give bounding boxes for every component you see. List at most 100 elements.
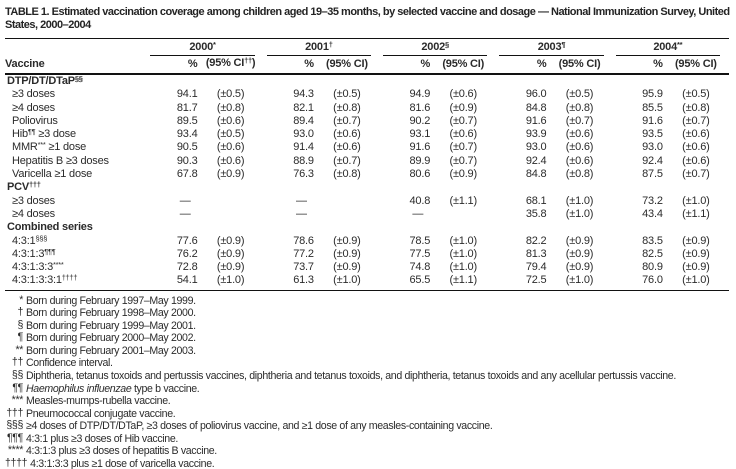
pct-value: 88.9 — [293, 154, 314, 167]
vaccine-label-text: Varicella ≥1 dose — [12, 168, 93, 181]
pct-value: 73.2 — [642, 194, 663, 207]
pct-value: 73.7 — [293, 261, 314, 274]
vaccine-label-text: Poliovirus — [12, 114, 58, 127]
footnote: *** Measles-mumps-rubella vaccine. — [5, 394, 731, 408]
pct-value: 90.5 — [176, 141, 198, 154]
pct-value: — — [296, 194, 307, 207]
pct-value: 65.5 — [380, 274, 430, 291]
ci-value: (±1.0) — [565, 194, 594, 207]
pct-value: 82.1 — [293, 101, 314, 114]
year-label: 2004 — [653, 41, 678, 53]
vaccine-label-text: ≥1 dose — [45, 141, 87, 154]
pct-value: 80.9 — [642, 261, 663, 274]
pct-value: 91.4 — [293, 141, 314, 154]
ci-value — [314, 195, 380, 208]
pct-column-header: % — [263, 56, 314, 75]
pct-value: — — [179, 207, 191, 220]
pct-value: 40.8 — [409, 194, 431, 207]
footnote-text: Diphtheria, tetanus toxoids and pertussi… — [26, 370, 731, 383]
pct-value: 90.3 — [176, 154, 198, 167]
pct-value: 91.6 — [409, 141, 431, 154]
pct-value: 93.9 — [525, 128, 547, 141]
ci-value: (±0.9) — [565, 247, 594, 260]
vaccine-label: ≥4 doses — [5, 102, 147, 115]
pct-value: 72.8 — [176, 261, 198, 274]
pct-value: 80.6 — [409, 168, 431, 181]
pct-value: 85.5 — [642, 101, 663, 114]
vaccine-label-text: 4:3:1:3 — [12, 247, 45, 260]
year-label: 2003 — [537, 41, 562, 53]
footnote-text: Born during February 1998–May 2000. — [26, 307, 731, 320]
ci-value: (±0.6) — [216, 154, 245, 167]
ci-value: (±0.7) — [682, 168, 710, 181]
pct-value: 94.3 — [293, 88, 314, 101]
year-label: 2000 — [189, 41, 214, 53]
footnote-marker: § — [17, 318, 23, 331]
footnote-marker: ††† — [29, 180, 41, 190]
table-row: ≥3 doses — — 40.8 (±1.1) 68.1 (±1.0) 73.2 (±1.0) — [5, 195, 729, 208]
ci-value: (±0.6) — [216, 141, 245, 154]
ci-value: (±0.7) — [449, 141, 477, 154]
pct-column-header: % — [380, 56, 430, 75]
footnote-text-part: 4:3:1:3:3 plus ≥1 dose of varicella vacc… — [30, 457, 215, 469]
footnote: ** Born during February 2001–May 2003. — [5, 343, 731, 358]
pct-value: 94.1 — [176, 88, 198, 101]
vaccine-label-text: Hepatitis B ≥3 doses — [12, 154, 109, 167]
vaccine-label: Combined series — [5, 221, 729, 234]
pct-value: 81.3 — [525, 247, 547, 260]
section-row: Combined series — [5, 221, 729, 234]
pct-value: 83.5 — [642, 234, 663, 247]
footnote-text: ≥4 doses of DTP/DT/DTaP, ≥3 doses of pol… — [26, 420, 731, 433]
year-header-2003: 2003¶ — [496, 38, 613, 56]
table-row: 4:3:1:3¶¶¶ 76.2 (±0.9) 77.2 (±0.9) 77.5 (±1.0)… — [5, 247, 729, 261]
vaccine-label: PCV††† — [5, 180, 729, 194]
year-footnote-marker: † — [328, 40, 333, 49]
footnote-text-part: Diphtheria, tetanus toxoids and pertussi… — [26, 370, 676, 383]
pct-column-header: % — [496, 56, 547, 75]
vaccine-label-text: ≥3 doses — [12, 88, 55, 101]
ci-value: (±0.5) — [565, 88, 594, 101]
ci-value: (±0.8) — [333, 101, 361, 114]
pct-value: 72.5 — [496, 274, 547, 291]
footnote-marker: *** — [11, 394, 24, 407]
vaccine-label: 4:3:1§§§ — [5, 233, 147, 248]
pct-value: 35.8 — [525, 207, 547, 220]
vaccine-label: Hib¶¶ ≥3 dose — [5, 127, 147, 141]
footnote-marker: † — [17, 306, 23, 319]
pct-value: — — [296, 207, 307, 220]
ci-value: (±0.6) — [682, 128, 710, 141]
table-row: ≥4 doses — — — 35.8 (±1.0) 43.4 (±1.1) — [5, 208, 729, 221]
footnote-marker: §§§ — [35, 233, 48, 243]
footnote-text: Born during February 1999–May 2001. — [26, 320, 731, 333]
ci-value: (±0.5) — [682, 88, 710, 101]
footnote-marker: ¶¶¶ — [6, 431, 23, 444]
pct-value: 93.0 — [293, 128, 314, 141]
section-row: DTP/DT/DTaP§§ — [5, 74, 729, 88]
vaccine-label-text: Hib — [12, 128, 28, 141]
footnote: ¶ Born during February 2000–May 2002. — [5, 331, 731, 345]
ci-value: (±1.0) — [546, 274, 613, 291]
year-footnote-marker: ** — [677, 40, 683, 49]
ci-value: (±0.8) — [565, 168, 594, 181]
vaccine-label-text: Combined series — [7, 221, 93, 234]
footnote-text: Born during February 2001–May 2003. — [26, 345, 731, 358]
year-header-2001: 2001† — [263, 38, 380, 56]
table-row: ≥3 doses 94.1 (±0.5) 94.3 (±0.5) 94.9 (±0.6) 96… — [5, 88, 729, 101]
pct-value: 79.4 — [525, 261, 547, 274]
ci-value — [314, 208, 380, 221]
table-row: 4:3:1:3:3**** 72.8 (±0.9) 73.7 (±0.9) 74.8 (±1… — [5, 260, 729, 274]
year-footnote-marker: § — [445, 40, 449, 49]
ci-value: (±0.8) — [216, 101, 245, 114]
footnote-marker: †††† — [61, 273, 78, 283]
footnote-marker: ** — [15, 343, 23, 356]
ci-value: (±1.0) — [449, 234, 477, 247]
ci-value: (±1.0) — [662, 274, 729, 291]
pct-value: 95.9 — [642, 88, 663, 101]
pct-value: 61.3 — [263, 274, 314, 291]
ci-value: (±0.9) — [682, 247, 710, 260]
ci-value: (±1.0) — [682, 194, 710, 207]
pct-value: 91.6 — [525, 114, 547, 127]
ci-value: (±0.9) — [333, 261, 361, 274]
footnote-text-part: 4:3:1 plus ≥3 doses of Hib vaccine. — [26, 432, 178, 445]
ci-value: (±0.6) — [682, 154, 710, 167]
